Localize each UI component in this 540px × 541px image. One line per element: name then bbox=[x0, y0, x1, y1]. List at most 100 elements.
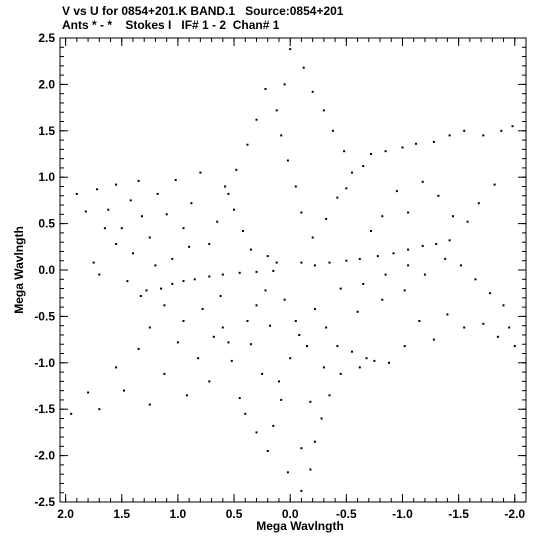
chart-title-line-2: Ants * - * Stokes I IF# 1 - 2 Chan# 1 bbox=[62, 18, 280, 32]
uv-point bbox=[126, 280, 129, 283]
uv-point bbox=[432, 338, 435, 341]
uv-point bbox=[325, 326, 328, 329]
uv-point bbox=[407, 211, 410, 214]
uv-point bbox=[171, 282, 174, 285]
uv-point bbox=[107, 208, 110, 211]
x-tick-label: 2.0 bbox=[57, 507, 74, 521]
chart-title-line-1: V vs U for 0854+201.K BAND.1 Source:0854… bbox=[62, 4, 344, 18]
uv-point bbox=[185, 394, 188, 397]
y-tick-label: 2.0 bbox=[38, 77, 55, 91]
uv-point bbox=[365, 357, 368, 360]
y-tick-label: -2.0 bbox=[34, 449, 55, 463]
uv-point bbox=[199, 171, 202, 174]
uv-point bbox=[328, 261, 331, 264]
uv-point bbox=[238, 397, 241, 400]
uv-point bbox=[235, 168, 238, 171]
uv-point bbox=[201, 308, 204, 310]
uv-point bbox=[182, 227, 185, 230]
uv-point bbox=[482, 322, 485, 325]
uv-point bbox=[266, 450, 269, 452]
uv-point bbox=[513, 345, 516, 348]
uv-point bbox=[255, 304, 258, 307]
uv-point bbox=[269, 324, 271, 327]
uv-point bbox=[309, 468, 312, 471]
y-tick-label: -1.0 bbox=[34, 356, 55, 370]
uv-point bbox=[275, 109, 278, 112]
uv-point bbox=[163, 372, 166, 375]
uv-point bbox=[392, 252, 395, 255]
uv-point bbox=[246, 320, 249, 322]
uv-point bbox=[418, 320, 421, 322]
uv-point bbox=[415, 142, 417, 145]
uv-point bbox=[300, 211, 303, 214]
uv-point bbox=[275, 261, 278, 264]
uv-point bbox=[92, 261, 95, 264]
uv-point bbox=[300, 489, 303, 492]
uv-point bbox=[289, 48, 292, 51]
uv-point bbox=[286, 471, 289, 474]
uv-point bbox=[137, 347, 140, 350]
uv-point bbox=[244, 412, 247, 415]
uv-point bbox=[459, 264, 462, 267]
uv-point bbox=[221, 326, 224, 329]
uv-point bbox=[496, 335, 499, 338]
x-axis-label: Mega Wavlngth bbox=[256, 519, 344, 533]
uv-point bbox=[145, 289, 148, 292]
uv-point bbox=[272, 269, 275, 272]
uv-point bbox=[266, 255, 269, 258]
uv-point bbox=[219, 295, 222, 297]
uv-point bbox=[388, 361, 390, 364]
uv-point bbox=[238, 271, 241, 274]
uv-point bbox=[255, 118, 258, 121]
uv-point bbox=[132, 252, 134, 255]
uv-point bbox=[322, 366, 325, 369]
uv-point bbox=[163, 304, 166, 307]
uv-point bbox=[322, 109, 325, 112]
uv-point bbox=[421, 244, 424, 247]
uv-point bbox=[188, 245, 191, 248]
uv-point bbox=[242, 230, 244, 232]
uv-point bbox=[160, 287, 163, 290]
y-tick-label: 0.0 bbox=[38, 263, 55, 277]
uv-point bbox=[351, 171, 353, 174]
uv-point bbox=[137, 179, 140, 182]
uv-point bbox=[351, 350, 353, 353]
uv-point bbox=[171, 257, 174, 260]
uv-point bbox=[381, 215, 384, 218]
uv-point bbox=[477, 202, 480, 205]
uv-point bbox=[182, 320, 185, 322]
uv-point bbox=[103, 227, 106, 230]
uv-point bbox=[154, 264, 157, 267]
uv-point bbox=[376, 255, 379, 258]
uv-point bbox=[384, 273, 387, 276]
uv-point bbox=[278, 380, 280, 383]
uv-point bbox=[283, 298, 286, 301]
y-tick-label: 0.5 bbox=[38, 217, 55, 231]
uv-point bbox=[115, 183, 118, 186]
uv-point bbox=[384, 150, 387, 153]
uv-point bbox=[197, 357, 200, 360]
uv-point bbox=[294, 320, 297, 322]
x-tick-label: 0.5 bbox=[226, 507, 243, 521]
uv-point bbox=[129, 199, 132, 202]
uv-point bbox=[345, 259, 348, 262]
y-tick-label: 1.0 bbox=[38, 170, 55, 184]
uv-point bbox=[421, 180, 424, 183]
uv-point bbox=[98, 273, 101, 276]
y-tick-label: -2.5 bbox=[34, 495, 55, 509]
uv-point bbox=[311, 90, 314, 93]
uv-point bbox=[176, 341, 179, 344]
uv-point bbox=[432, 140, 435, 143]
uv-point bbox=[212, 335, 215, 338]
uv-point bbox=[435, 243, 438, 245]
y-tick-label: 1.5 bbox=[38, 124, 55, 138]
uv-point bbox=[311, 236, 314, 239]
y-tick-label: 2.5 bbox=[38, 31, 55, 45]
uv-point bbox=[148, 236, 151, 239]
uv-point bbox=[96, 188, 99, 191]
uv-point bbox=[466, 220, 469, 223]
uv-point bbox=[448, 239, 451, 242]
uv-point bbox=[500, 129, 503, 132]
uv-point bbox=[343, 150, 346, 153]
